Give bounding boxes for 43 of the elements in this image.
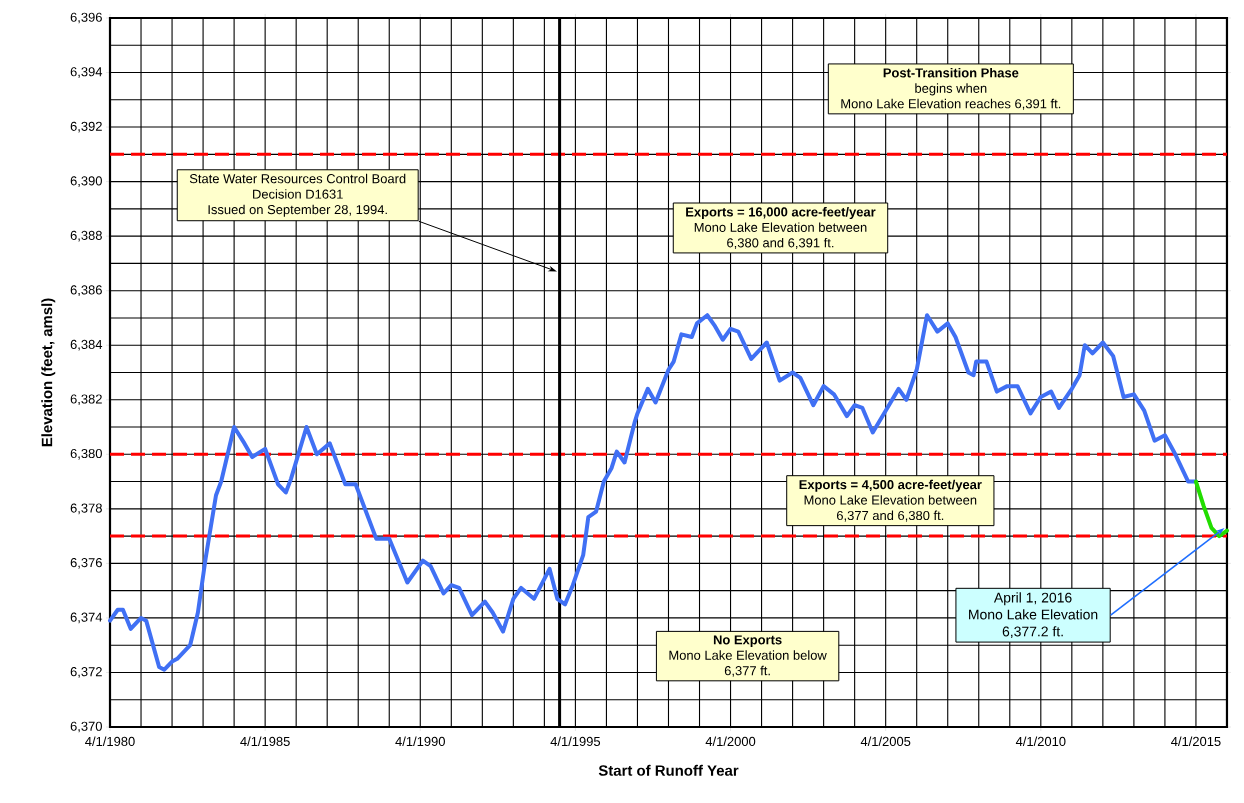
- y-tick-label: 6,392: [70, 121, 102, 133]
- annotation: 6,377 and 6,380 ft.: [836, 510, 944, 522]
- y-tick-label: 6,388: [70, 230, 102, 242]
- y-tick-label: 6,382: [70, 394, 102, 406]
- annotation: Mono Lake Elevation reaches 6,391 ft.: [841, 98, 1061, 110]
- y-tick-label: 6,378: [70, 503, 102, 515]
- y-tick-label: 6,376: [70, 558, 102, 569]
- y-axis-title: Elevation (feet, amsl): [41, 298, 56, 447]
- y-tick-label: 6,396: [70, 12, 102, 24]
- y-tick-label: 6,390: [70, 176, 102, 187]
- x-tick-label: 4/1/1990: [395, 736, 445, 747]
- x-tick-label: 4/1/1995: [550, 736, 601, 747]
- line-series: [1193, 479, 1229, 539]
- y-tick-label: 6,384: [70, 339, 103, 351]
- annotation: 6,377.2 ft.: [1002, 626, 1063, 639]
- annotation: Exports = 16,000 acre-feet/year: [686, 207, 876, 220]
- annotation: Issued on September 28, 1994.: [208, 204, 387, 217]
- annotation: Exports = 4,500 acre-feet/year: [799, 479, 982, 492]
- x-tick-label: 4/1/2010: [1015, 736, 1066, 747]
- annotation: begins when: [915, 83, 987, 96]
- x-tick-label: 4/1/1985: [240, 736, 290, 747]
- annotation: Mono Lake Elevation: [969, 609, 1098, 620]
- annotation: No Exports: [713, 635, 782, 647]
- annotation: April 1, 2016: [993, 592, 1072, 606]
- annotation: State Water Resources Control Board: [189, 173, 406, 184]
- annotation: Mono Lake Elevation below: [669, 650, 827, 660]
- x-axis-title: Start of Runoff Year: [598, 764, 739, 776]
- y-tick-label: 6,374: [70, 612, 103, 624]
- y-tick-label: 6,370: [70, 721, 102, 733]
- annotation: Mono Lake Elevation between: [804, 495, 977, 505]
- annotation: Decision D1631: [253, 189, 343, 199]
- annotation: 6,377 ft.: [724, 665, 770, 677]
- x-tick-label: 4/1/2000: [705, 736, 756, 747]
- y-tick-label: 6,372: [70, 667, 102, 678]
- y-tick-label: 6,394: [70, 67, 103, 78]
- annotation: Mono Lake Elevation between: [694, 222, 867, 232]
- y-tick-label: 6,380: [70, 448, 102, 460]
- x-tick-label: 4/1/2015: [1171, 736, 1221, 747]
- x-tick-label: 4/1/1980: [85, 736, 135, 747]
- annotation: Post-Transition Phase: [883, 67, 1019, 78]
- annotation: 6,380 and 6,391 ft.: [727, 237, 834, 249]
- x-tick-label: 4/1/2005: [860, 736, 911, 747]
- y-tick-label: 6,386: [70, 285, 102, 297]
